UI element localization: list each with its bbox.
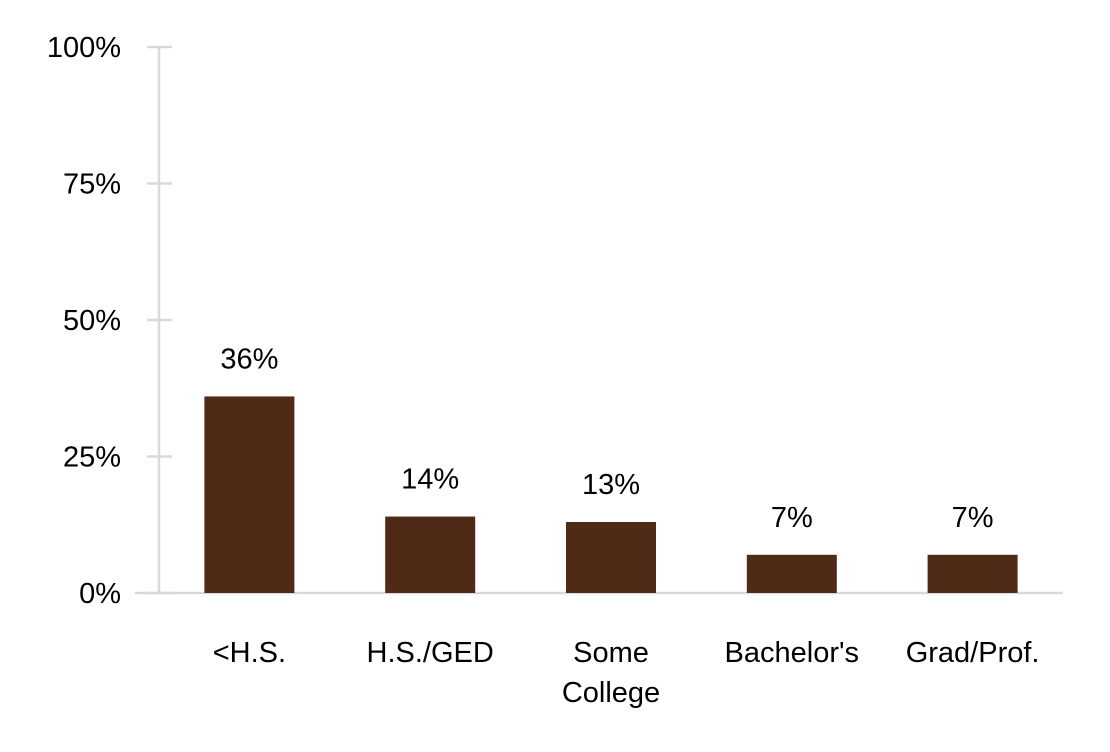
- bar: [566, 522, 656, 593]
- data-label: 7%: [771, 502, 813, 534]
- y-tick-label: 100%: [47, 32, 121, 64]
- bar: [927, 554, 1018, 593]
- x-tick-label: <H.S.: [213, 637, 286, 669]
- x-tick-label: H.S./GED: [367, 637, 494, 669]
- data-label: 36%: [220, 343, 278, 375]
- y-tick-label: 50%: [63, 305, 121, 337]
- y-tick-label: 25%: [63, 442, 121, 474]
- data-label: 13%: [582, 469, 640, 501]
- x-tick-label: College: [562, 677, 660, 709]
- y-tick-label: 75%: [63, 169, 121, 201]
- data-label: 7%: [952, 502, 994, 534]
- bar: [746, 554, 837, 593]
- x-tick-label: Grad/Prof.: [906, 637, 1040, 669]
- x-tick-label: Bachelor's: [725, 637, 860, 669]
- x-tick-label: Some: [573, 637, 649, 669]
- y-tick-label: 0%: [79, 578, 121, 610]
- bar: [385, 516, 476, 593]
- data-label: 14%: [401, 464, 459, 496]
- bar: [204, 396, 295, 593]
